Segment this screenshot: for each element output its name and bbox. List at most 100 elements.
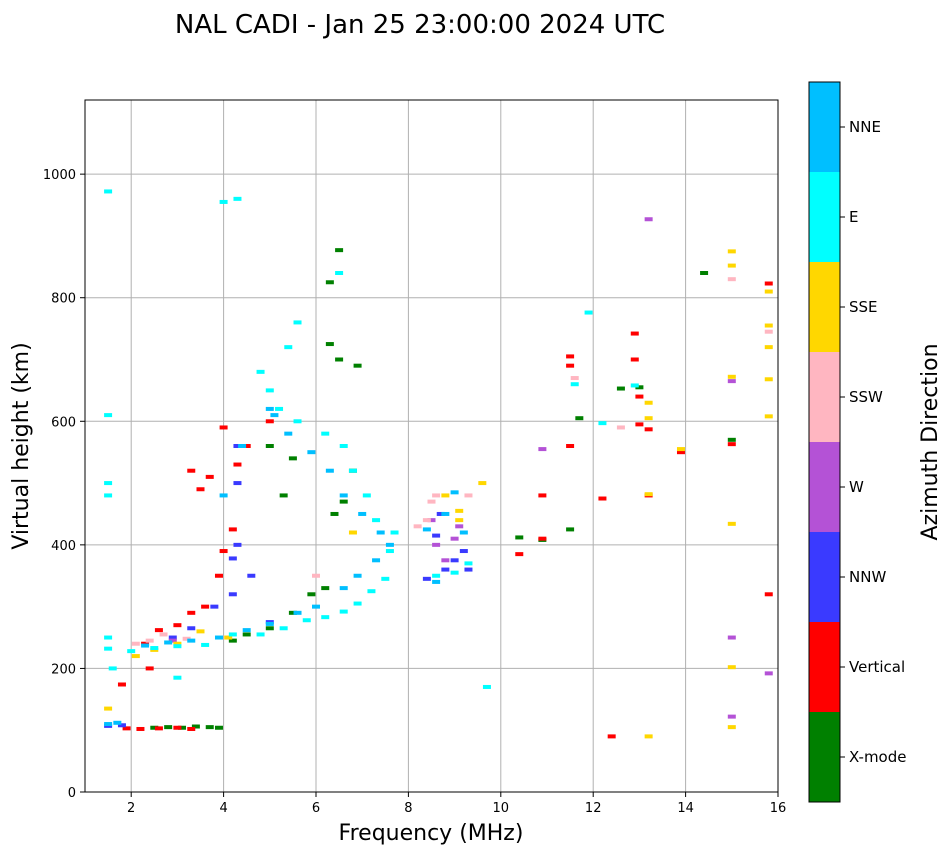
- data-point-ssw: [764, 329, 773, 334]
- colorbar-tick-label: E: [849, 208, 858, 226]
- x-tick-label: 8: [404, 801, 412, 816]
- data-point-x-mode: [191, 724, 200, 729]
- data-point-vertical: [187, 726, 196, 731]
- data-point-e: [104, 413, 113, 418]
- data-point-nnw: [233, 481, 242, 486]
- data-point-ssw: [159, 632, 168, 637]
- data-point-sse: [727, 521, 736, 526]
- data-point-vertical: [154, 628, 163, 633]
- x-axis-label: Frequency (MHz): [339, 821, 524, 846]
- data-point-vertical: [228, 527, 237, 532]
- data-point-x-mode: [205, 725, 214, 730]
- data-point-e: [390, 530, 399, 535]
- data-point-e: [630, 383, 639, 388]
- data-point-e: [302, 618, 311, 623]
- x-tick-label: 14: [677, 801, 694, 816]
- data-point-vertical: [764, 592, 773, 597]
- colorbar-tick-label: Vertical: [849, 658, 905, 676]
- data-points: [104, 189, 773, 739]
- data-point-vertical: [187, 610, 196, 615]
- colorbar-tick-label: NNE: [849, 118, 881, 136]
- data-point-x-mode: [265, 444, 274, 448]
- data-point-x-mode: [321, 586, 330, 591]
- data-point-x-mode: [288, 610, 297, 615]
- data-point-e: [256, 632, 265, 637]
- data-point-nne: [284, 431, 293, 436]
- data-point-vertical: [635, 394, 644, 399]
- data-point-vertical: [154, 726, 163, 731]
- y-tick-label: 600: [51, 415, 76, 430]
- data-point-sse: [764, 323, 773, 328]
- y-tick-label: 200: [51, 662, 76, 677]
- data-point-nnw: [210, 604, 219, 609]
- data-point-e: [339, 609, 348, 614]
- data-point-x-mode: [566, 527, 575, 532]
- data-point-vertical: [635, 422, 644, 427]
- data-point-nne: [307, 450, 316, 455]
- data-point-vertical: [676, 450, 685, 455]
- data-point-w: [455, 524, 464, 529]
- data-point-vertical: [122, 726, 131, 731]
- data-point-ssw: [570, 376, 579, 381]
- data-point-x-mode: [178, 725, 187, 730]
- data-point-e: [293, 320, 302, 325]
- y-tick-label: 400: [51, 539, 76, 554]
- data-point-vertical: [727, 442, 736, 447]
- data-point-nnw: [450, 558, 459, 563]
- data-point-w: [450, 536, 459, 541]
- data-point-sse: [478, 481, 487, 486]
- data-point-nne: [353, 573, 362, 578]
- data-point-vertical: [630, 357, 639, 362]
- data-point-e: [201, 642, 210, 647]
- data-point-vertical: [233, 462, 242, 467]
- data-point-e: [104, 189, 113, 194]
- data-point-nne: [270, 413, 279, 418]
- data-point-e: [381, 576, 390, 581]
- data-point-vertical: [173, 725, 182, 730]
- data-point-vertical: [538, 536, 547, 541]
- colorbar: X-mode Vertical NNW W SSW SSE E NNE: [809, 82, 906, 802]
- data-point-vertical: [598, 496, 607, 501]
- x-tick-label: 16: [770, 801, 787, 816]
- data-point-vertical: [630, 331, 639, 336]
- chart-title: NAL CADI - Jan 25 23:00:00 2024 UTC: [175, 10, 665, 40]
- colorbar-segment-e: [809, 172, 840, 262]
- data-point-e: [108, 666, 117, 671]
- data-point-nnw: [228, 592, 237, 597]
- data-point-w: [727, 379, 736, 384]
- data-point-x-mode: [242, 632, 251, 637]
- colorbar-segment-vertical: [809, 622, 840, 712]
- data-point-ssw: [616, 425, 625, 430]
- data-point-vertical: [566, 354, 575, 359]
- data-point-nne: [325, 468, 334, 473]
- data-point-e: [464, 561, 473, 566]
- data-point-nne: [441, 511, 450, 516]
- data-point-e: [482, 684, 491, 689]
- data-point-e: [353, 601, 362, 606]
- data-point-e: [339, 444, 348, 448]
- data-point-nnw: [247, 573, 256, 578]
- data-point-vertical: [265, 419, 274, 424]
- data-point-e: [598, 421, 607, 426]
- data-point-vertical: [173, 623, 182, 628]
- data-point-nne: [358, 511, 367, 516]
- data-point-vertical: [219, 549, 228, 554]
- data-point-vertical: [764, 281, 773, 286]
- data-point-x-mode: [335, 248, 344, 253]
- data-point-e: [265, 388, 274, 393]
- data-point-sse: [224, 635, 233, 640]
- data-point-sse: [727, 249, 736, 254]
- x-tick-label: 6: [312, 801, 320, 816]
- data-point-x-mode: [164, 725, 173, 730]
- data-point-w: [644, 217, 653, 222]
- data-point-nnw: [117, 723, 126, 728]
- colorbar-tick-label: NNW: [849, 568, 886, 586]
- data-point-sse: [455, 508, 464, 513]
- data-point-w: [432, 542, 441, 547]
- data-point-x-mode: [279, 493, 288, 498]
- data-point-nne: [164, 640, 173, 645]
- data-point-nne: [113, 720, 122, 725]
- colorbar-frame: [808, 81, 841, 803]
- data-point-nne: [104, 722, 113, 727]
- data-point-vertical: [566, 444, 575, 448]
